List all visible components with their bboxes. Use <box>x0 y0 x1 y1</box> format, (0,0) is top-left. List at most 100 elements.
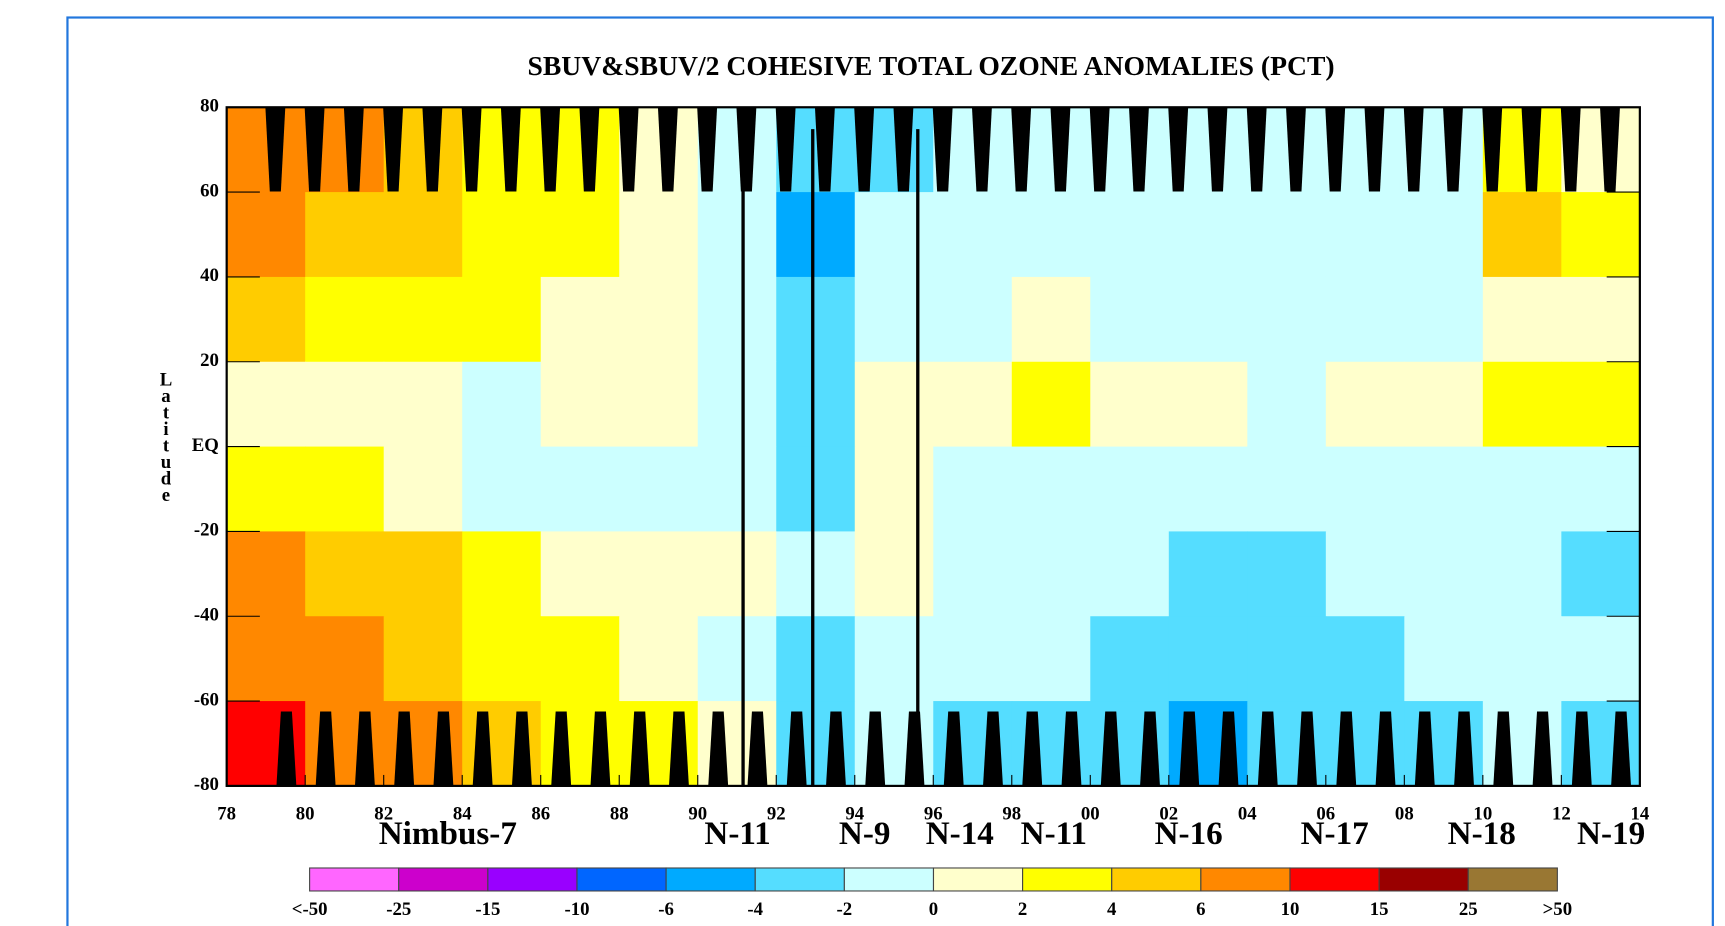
heat-cell <box>619 616 699 702</box>
y-tick-label: 80 <box>200 96 219 117</box>
heat-cell <box>462 361 542 448</box>
polar-gap <box>1168 107 1189 192</box>
heat-cell <box>854 361 934 448</box>
polar-gap <box>943 711 964 786</box>
heat-cell <box>1168 616 1248 702</box>
colorbar-box <box>576 867 667 892</box>
polar-gap <box>1600 107 1620 192</box>
x-tick-label: 88 <box>610 804 629 825</box>
y-tick-label: 40 <box>200 265 219 286</box>
x-tick-label: 94 <box>845 804 864 825</box>
heat-cell <box>540 192 620 278</box>
x-tick-label: 02 <box>1159 804 1178 825</box>
polar-gap <box>1414 711 1435 786</box>
heat-cell <box>854 276 934 363</box>
heat-cell <box>1325 276 1405 363</box>
heat-cell <box>1325 531 1405 617</box>
y-tick-label: -40 <box>194 605 219 626</box>
polar-gap <box>775 107 796 192</box>
colorbar-box <box>1022 867 1113 892</box>
heat-cell <box>933 531 1013 617</box>
heat-cell <box>619 276 699 363</box>
polar-gap <box>1521 107 1542 192</box>
polar-gap <box>971 107 992 192</box>
heat-cell <box>1325 616 1405 702</box>
polar-gap <box>1257 711 1278 786</box>
x-tick-label: 78 <box>217 804 236 825</box>
polar-gap <box>1611 711 1632 786</box>
x-tick-label: 04 <box>1238 804 1257 825</box>
heat-cell <box>933 276 1013 363</box>
heat-cell <box>933 446 1013 532</box>
colorbar-label: 6 <box>1196 899 1205 920</box>
decoration <box>265 107 1632 786</box>
polar-gap <box>383 107 404 192</box>
polar-gap <box>1100 711 1121 786</box>
heat-cell <box>697 361 777 448</box>
heat-cell <box>540 446 620 532</box>
heat-cell <box>854 446 934 532</box>
heat-cell <box>1561 276 1641 363</box>
heat-cell <box>383 276 463 363</box>
heat-cell <box>226 616 306 702</box>
polar-gap <box>854 107 875 192</box>
colorbar-label: 25 <box>1459 899 1478 920</box>
x-tick-label: 00 <box>1081 804 1100 825</box>
heat-cell <box>462 446 542 532</box>
heat-cell <box>1561 446 1641 532</box>
heat-cell <box>226 531 306 617</box>
colorbar-box <box>487 867 578 892</box>
colorbar-box <box>1200 867 1291 892</box>
heat-cell <box>1090 192 1170 278</box>
heat-cell <box>1404 276 1484 363</box>
heat-cell <box>1090 446 1170 532</box>
colorbar-label: -2 <box>837 899 853 920</box>
y-tick-label: -60 <box>194 689 219 710</box>
polar-gap <box>500 107 521 192</box>
polar-gap <box>433 711 454 786</box>
x-tick-label: 82 <box>374 804 393 825</box>
colorbar-label: >50 <box>1543 899 1572 920</box>
polar-gap <box>786 711 807 786</box>
heat-cell <box>697 192 777 278</box>
heat-cell <box>854 616 934 702</box>
heat-cell <box>540 531 620 617</box>
x-tick-label: 86 <box>531 804 550 825</box>
heat-cell <box>697 446 777 532</box>
heat-cell <box>1247 616 1327 702</box>
heat-cell <box>619 192 699 278</box>
polar-gap <box>1011 107 1032 192</box>
polar-gap <box>1207 107 1228 192</box>
heat-cell <box>383 361 463 448</box>
colorbar-label: -6 <box>658 899 674 920</box>
heat-cell <box>619 361 699 448</box>
frame <box>66 16 1714 926</box>
heat-cell <box>1011 361 1091 448</box>
colorbar-box <box>754 867 845 892</box>
colorbar-box <box>843 867 935 892</box>
polar-gap <box>1179 711 1200 786</box>
heatmap <box>226 107 1641 787</box>
heat-cell <box>1404 192 1484 278</box>
satellite-label: N-18 <box>1448 816 1516 852</box>
heat-cell <box>1482 276 1562 363</box>
colorbar-label: 0 <box>929 899 938 920</box>
colorbar-box <box>1289 867 1380 892</box>
colorbar-box <box>1111 867 1202 892</box>
heat-cell <box>1168 276 1248 363</box>
polar-gap <box>1022 711 1043 786</box>
colorbar-box <box>1378 867 1469 892</box>
polar-gap <box>1246 107 1267 192</box>
polar-gap <box>1050 107 1071 192</box>
heat-cell <box>776 361 856 448</box>
heat-cell <box>1404 361 1484 448</box>
heat-cell <box>462 531 542 617</box>
heat-cell <box>540 616 620 702</box>
polar-gap <box>315 711 336 786</box>
heat-cell <box>1404 616 1484 702</box>
polar-gap <box>1140 711 1160 786</box>
y-tick-label: -20 <box>194 520 219 541</box>
heat-cell <box>1168 446 1248 532</box>
heat-cell <box>1561 192 1641 278</box>
